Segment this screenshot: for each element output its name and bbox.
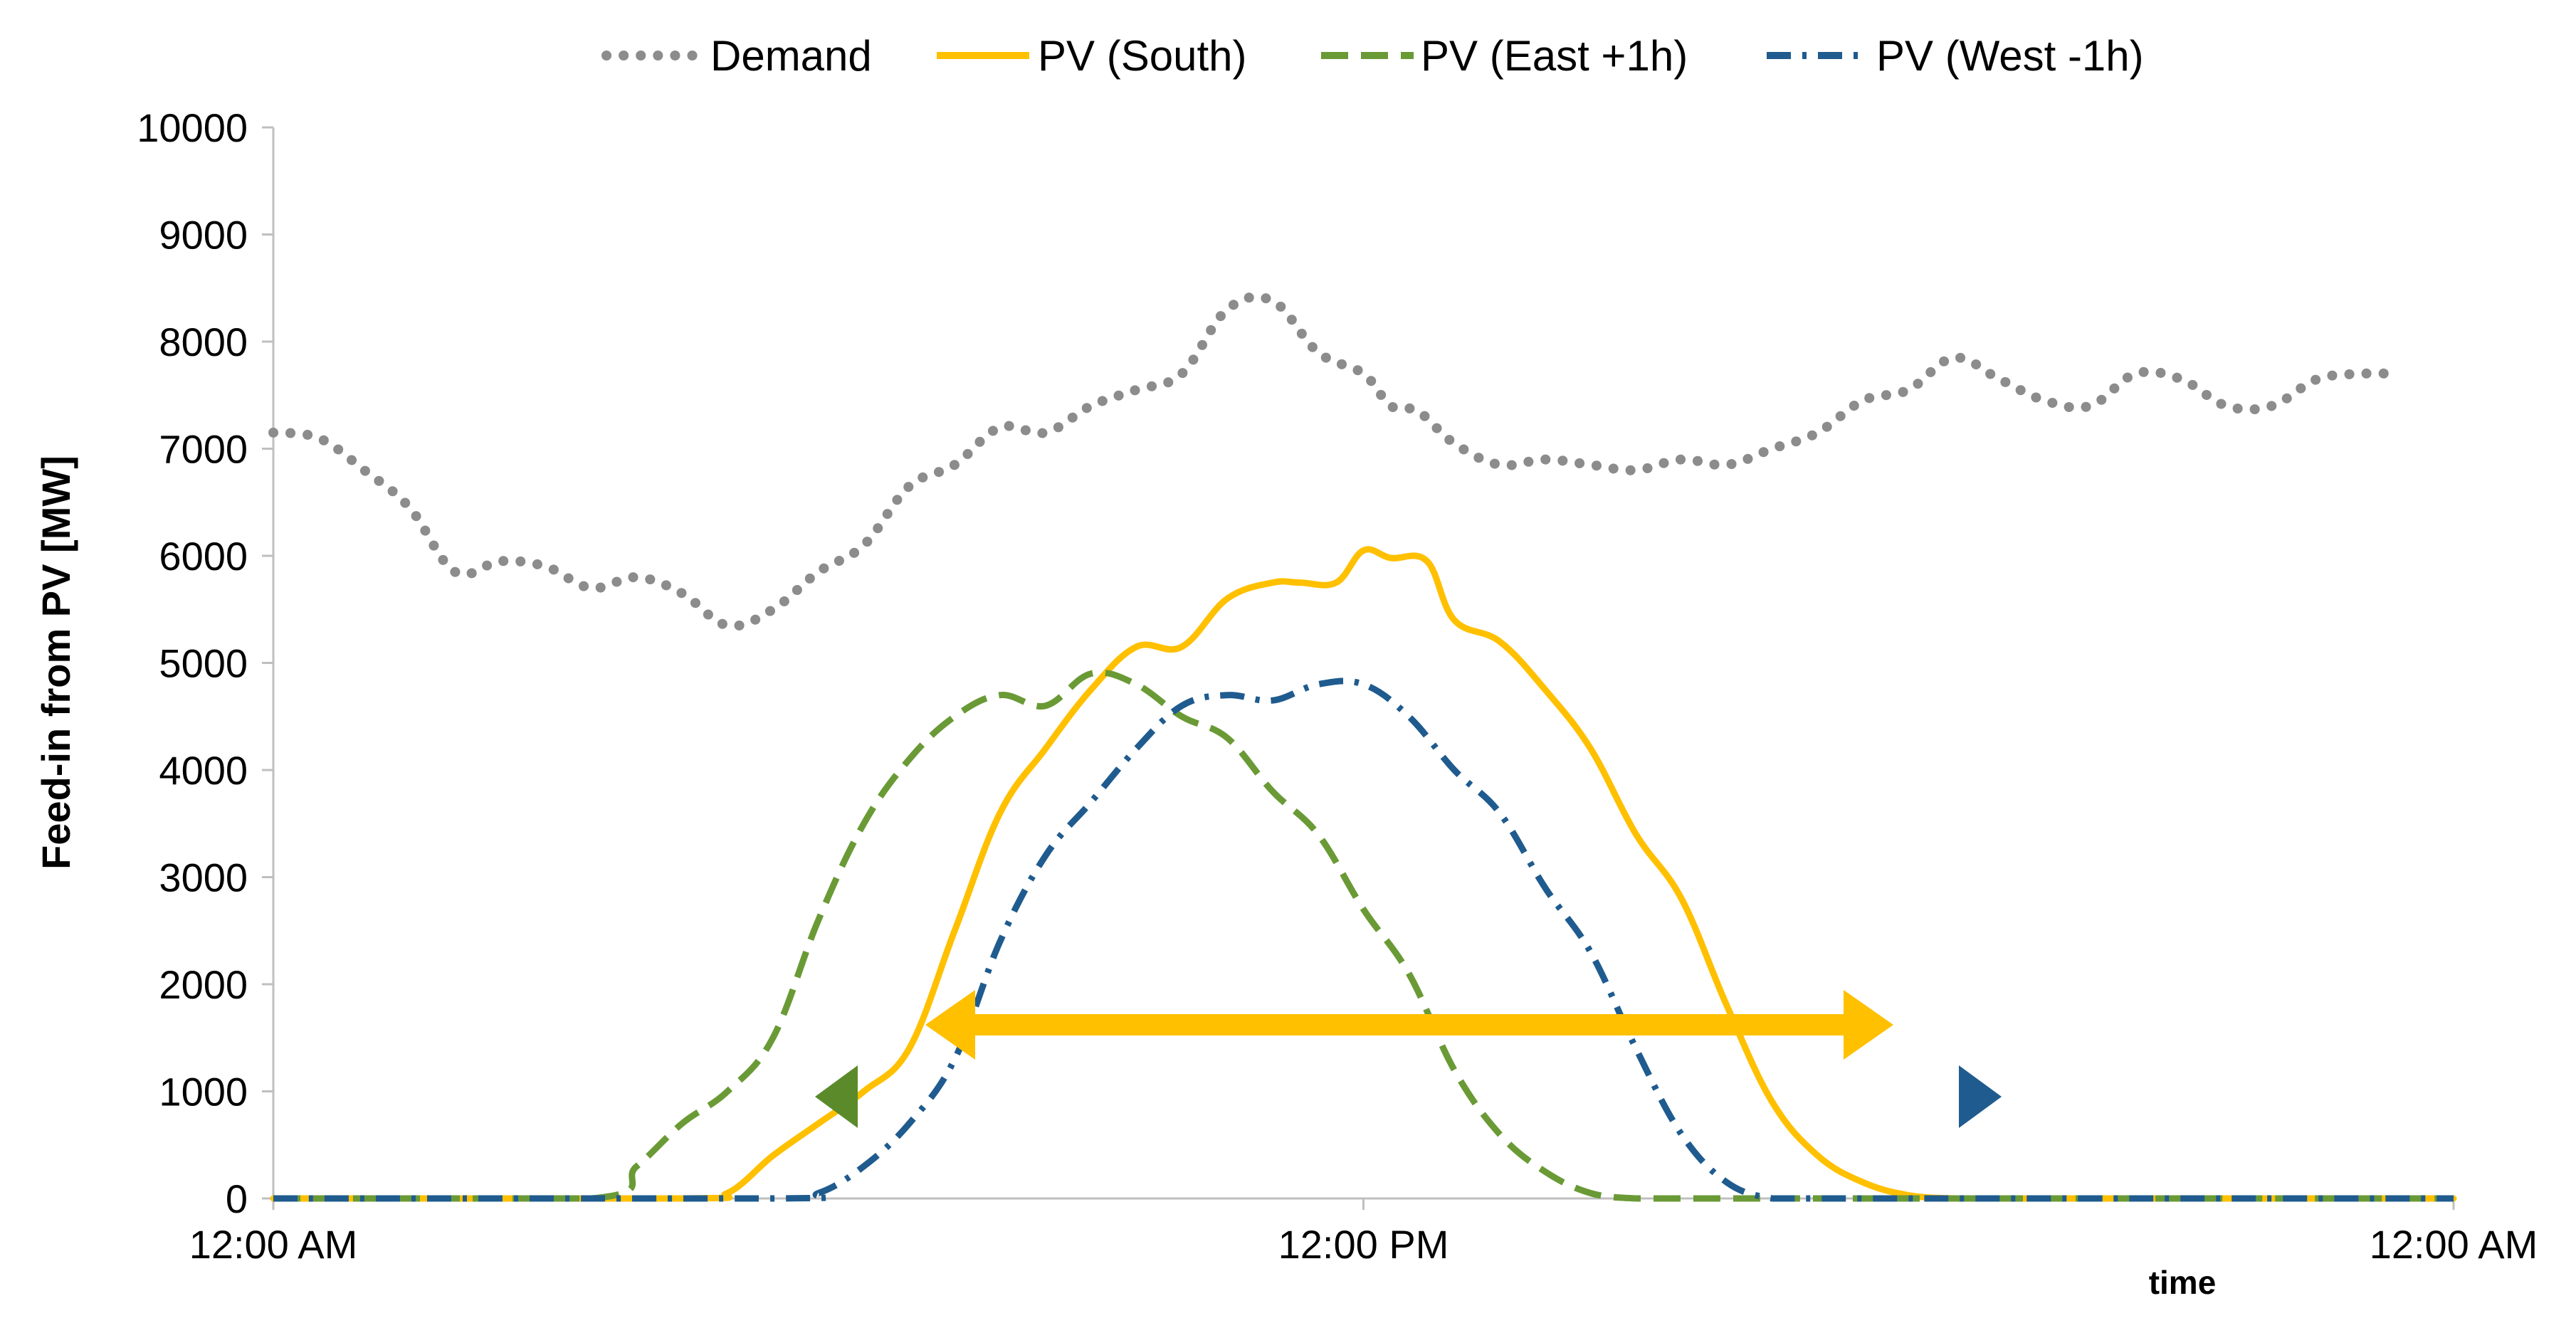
south-span-arrowhead-right [1844,990,1893,1060]
x-tick-label-1: 12:00 PM [1278,1222,1449,1267]
y-tick-label: 5000 [159,641,248,686]
legend-item-pv-east: PV (East +1h) [1321,32,1688,80]
y-tick-label: 10000 [137,105,248,150]
x-axis-title: time [2149,1264,2217,1301]
legend-label-pv-east: PV (East +1h) [1421,32,1688,80]
series-demand-line [268,292,2395,631]
y-tick-label: 6000 [159,534,248,579]
legend-item-pv-south: PV (South) [937,32,1246,80]
east-west-span-arrowhead-right [1959,1065,2002,1128]
x-tick-label-2: 12:00 AM [2370,1222,2538,1267]
series-layer [268,292,2457,1202]
east-west-span-arrowhead-left [815,1065,858,1128]
series-pv-west-line [273,678,2454,1202]
series-pv-east-line [273,669,2454,1202]
y-tick-label: 9000 [159,213,248,258]
y-tick-label: 2000 [159,962,248,1007]
south-span-arrowhead-left [925,990,975,1060]
annotation-south-span [925,990,1893,1060]
y-tick-label: 8000 [159,320,248,364]
legend-label-pv-south: PV (South) [1038,32,1246,80]
y-axis-ticks: 0 1000 2000 3000 4000 5000 6000 7000 8000 9000 100… [137,105,273,1221]
legend-label-pv-west: PV (West -1h) [1876,32,2144,80]
annotation-east-west-span [815,1065,2002,1128]
y-tick-label: 0 [226,1176,248,1221]
x-tick-label-0: 12:00 AM [189,1222,358,1267]
y-tick-label: 3000 [159,855,248,900]
y-tick-label: 4000 [159,748,248,793]
legend-item-demand: Demand [601,32,872,80]
legend-item-pv-west: PV (West -1h) [1767,32,2144,80]
x-axis-ticks: 12:00 AM 12:00 PM 12:00 AM [189,1198,2538,1267]
y-tick-label: 1000 [159,1070,248,1114]
y-tick-label: 7000 [159,427,248,472]
legend-label-demand: Demand [710,32,872,80]
legend: Demand PV (South) PV (East +1h) PV (West… [601,32,2144,80]
y-axis-title: Feed-in from PV [MW] [33,455,78,870]
